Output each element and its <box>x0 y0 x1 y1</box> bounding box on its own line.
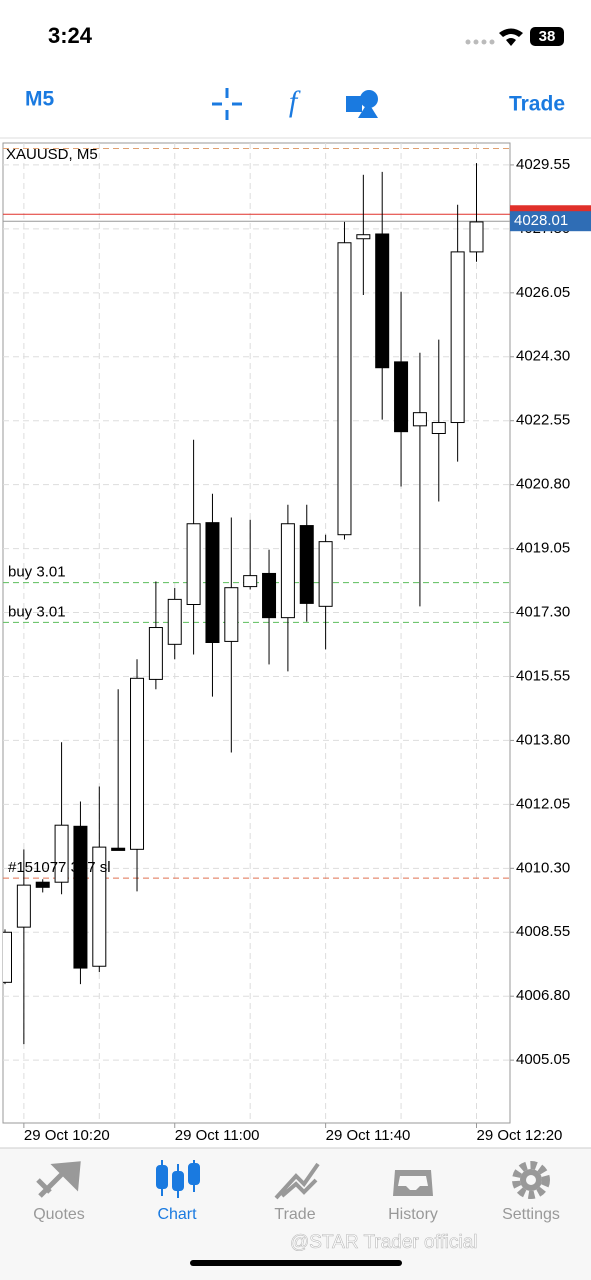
candle-body <box>469 221 484 253</box>
candles <box>3 163 484 1045</box>
x-tick-label: 29 Oct 11:40 <box>326 1127 411 1144</box>
candle-body <box>167 598 182 645</box>
y-tick-label: 4015.55 <box>516 667 570 684</box>
status-time: 3:24 <box>48 23 93 48</box>
objects-button[interactable] <box>346 90 378 118</box>
tab-label[interactable]: Settings <box>502 1206 560 1223</box>
order-label: buy 3.01 <box>8 603 66 620</box>
y-tick-label: 4026.05 <box>516 284 570 301</box>
tabs: Quotes Chart Trade History Settings <box>33 1206 560 1223</box>
chart-frame <box>2 142 511 1124</box>
order-label: #151077 347 sl <box>8 859 111 876</box>
indicators-button[interactable]: f <box>289 85 301 118</box>
tab-bar <box>0 1148 591 1280</box>
candle-body <box>280 523 295 619</box>
chart-title: XAUUSD, M5 <box>6 146 98 163</box>
y-tick-label: 4013.80 <box>516 731 570 748</box>
candle-body <box>262 572 277 619</box>
candle-body <box>35 881 50 888</box>
signal <box>465 39 495 45</box>
tab-label[interactable]: Trade <box>274 1206 315 1223</box>
candle-body <box>73 825 88 969</box>
chart-icon <box>156 1160 200 1198</box>
settings-icon <box>512 1161 550 1199</box>
y-tick-label: 4010.30 <box>516 859 570 876</box>
candle-body <box>130 677 145 850</box>
y-tick-label: 4017.30 <box>516 604 570 621</box>
y-tick-label: 4029.55 <box>516 156 570 173</box>
y-tick-label: 4012.05 <box>516 795 570 812</box>
home-indicator <box>190 1260 402 1266</box>
trade-icon <box>274 1162 320 1200</box>
y-tick-label: 4006.80 <box>516 987 570 1004</box>
settings-icon-hole <box>526 1175 536 1185</box>
candle-body <box>111 847 126 851</box>
candle-body <box>92 846 107 967</box>
candle-body <box>3 931 12 983</box>
price-box <box>510 211 591 232</box>
x-tick-label: 29 Oct 11:00 <box>175 1127 260 1144</box>
trade-button[interactable]: Trade <box>509 93 565 116</box>
candle-body <box>394 361 409 433</box>
quotes-icon <box>36 1161 81 1198</box>
tab-label[interactable]: Chart <box>157 1206 197 1223</box>
y-tick-label: 4024.30 <box>516 348 570 365</box>
candle-body <box>356 234 371 240</box>
history-icon-inner <box>398 1176 428 1190</box>
tab-label[interactable]: Quotes <box>33 1206 85 1223</box>
candle-body <box>54 824 69 883</box>
x-tick-label: 29 Oct 10:20 <box>24 1127 110 1144</box>
candle-body <box>450 251 465 424</box>
candle-body <box>205 522 220 644</box>
timeframe-button[interactable]: M5 <box>25 88 54 111</box>
tab-label[interactable]: History <box>388 1206 438 1223</box>
price-label: 4028.01 <box>514 212 568 229</box>
wifi-icon <box>499 28 523 46</box>
candle-body <box>375 233 390 369</box>
candle-body <box>318 541 333 607</box>
order-label: buy 3.01 <box>8 564 66 581</box>
y-tick-label: 4005.05 <box>516 1051 570 1068</box>
candle-body <box>186 523 201 605</box>
candle-body <box>431 422 446 434</box>
candle-body <box>299 525 314 604</box>
candle-body <box>243 575 258 588</box>
crosshair-button[interactable] <box>212 88 242 120</box>
candle-body <box>16 884 31 928</box>
levels <box>3 147 510 879</box>
y-tick-label: 4022.55 <box>516 412 570 429</box>
candle-body <box>337 242 352 536</box>
axes: 4029.554027.804026.054024.304022.554020.… <box>8 156 591 1144</box>
y-tick-label: 4020.80 <box>516 476 570 493</box>
y-tick-label: 4019.05 <box>516 540 570 557</box>
battery <box>530 27 564 46</box>
candle-body <box>224 587 239 642</box>
x-tick-label: 29 Oct 12:20 <box>477 1127 563 1144</box>
y-tick-label: 4008.55 <box>516 923 570 940</box>
candle-body <box>148 627 163 680</box>
ask-marker <box>510 205 591 215</box>
battery-level: 38 <box>539 28 556 45</box>
candle-body <box>412 412 427 427</box>
grid <box>3 143 510 1123</box>
watermark: @STAR Trader official <box>290 1232 478 1253</box>
